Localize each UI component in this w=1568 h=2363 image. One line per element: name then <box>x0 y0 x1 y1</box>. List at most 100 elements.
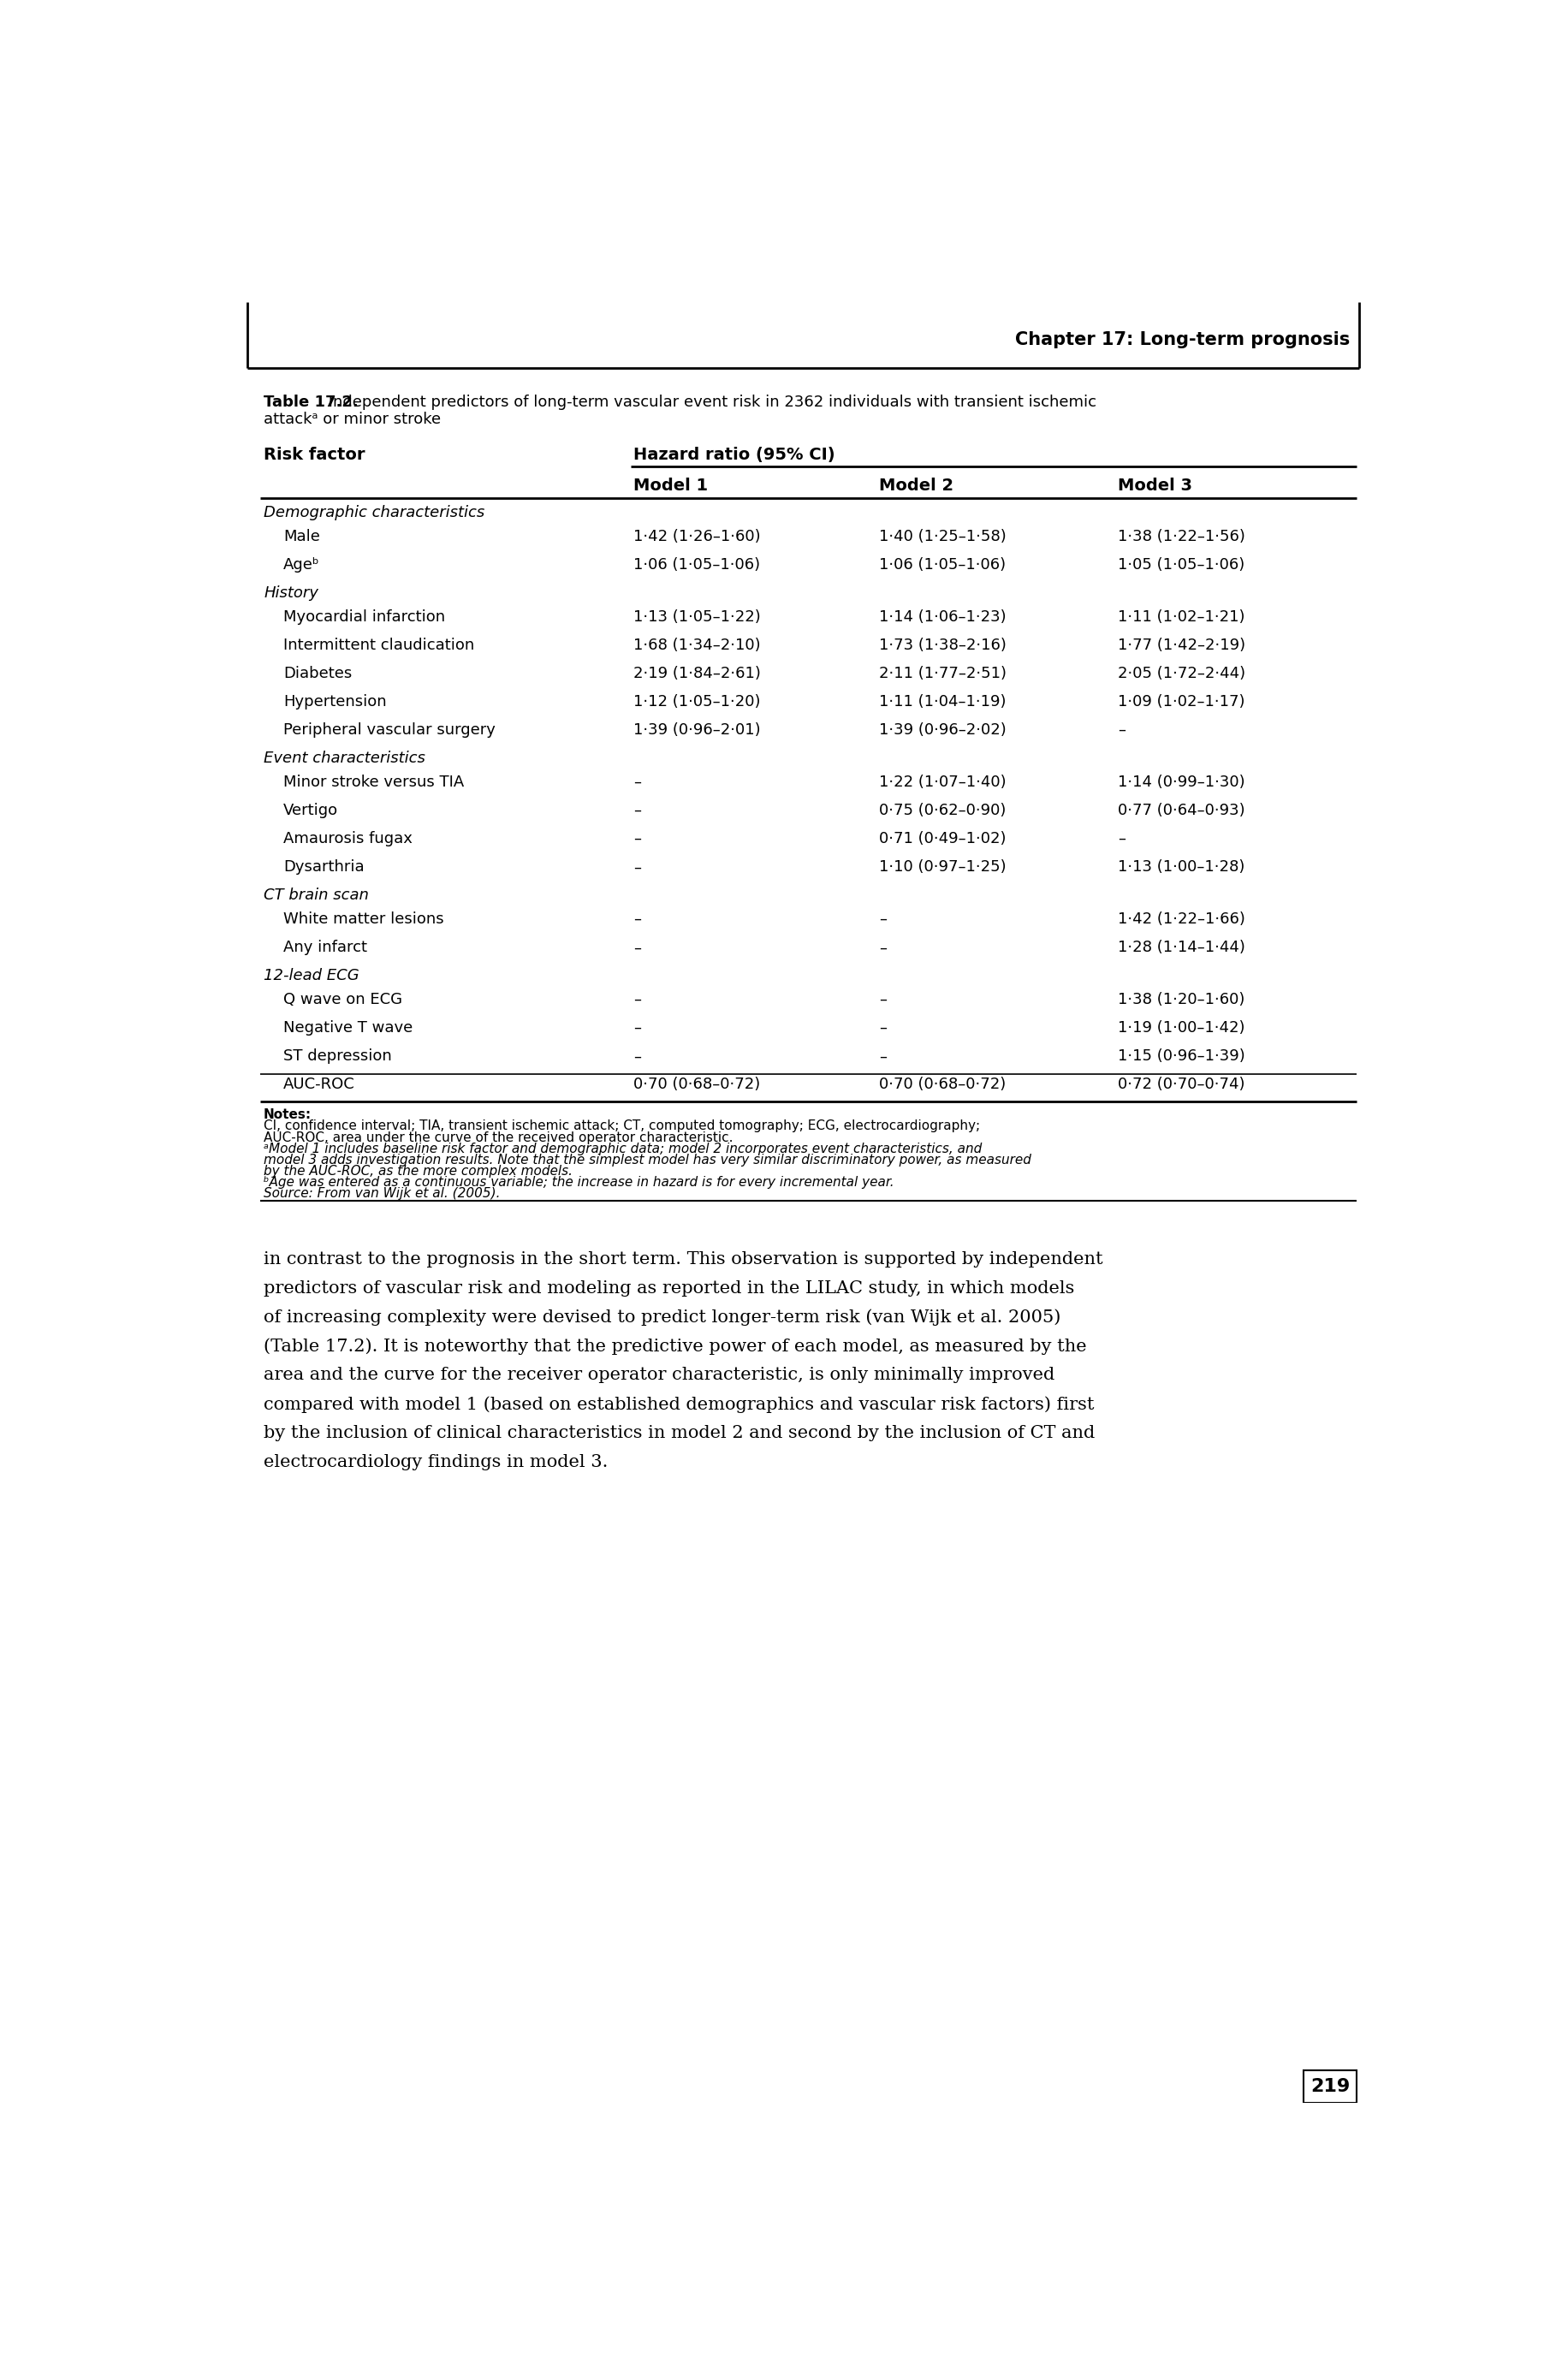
Text: attackᵃ or minor stroke: attackᵃ or minor stroke <box>263 411 441 428</box>
Text: Male: Male <box>284 529 320 543</box>
Text: –: – <box>633 803 641 818</box>
Text: area and the curve for the receiver operator characteristic, is only minimally i: area and the curve for the receiver oper… <box>263 1366 1055 1382</box>
Text: Q wave on ECG: Q wave on ECG <box>284 992 403 1007</box>
Text: –: – <box>880 940 887 955</box>
Text: ST depression: ST depression <box>284 1049 392 1063</box>
Text: –: – <box>880 912 887 926</box>
Text: –: – <box>880 1021 887 1035</box>
Text: CT brain scan: CT brain scan <box>263 888 368 903</box>
Text: Event characteristics: Event characteristics <box>263 751 425 766</box>
Bar <box>1303 2070 1356 2103</box>
Text: 1·15 (0·96–1·39): 1·15 (0·96–1·39) <box>1118 1049 1245 1063</box>
Text: 1·68 (1·34–2·10): 1·68 (1·34–2·10) <box>633 638 760 652</box>
Text: AUC-ROC, area under the curve of the received operator characteristic.: AUC-ROC, area under the curve of the rec… <box>263 1132 734 1144</box>
Text: 0·77 (0·64–0·93): 0·77 (0·64–0·93) <box>1118 803 1245 818</box>
Text: ᵇAge was entered as a continuous variable; the increase in hazard is for every i: ᵇAge was entered as a continuous variabl… <box>263 1177 894 1189</box>
Text: Source: From van Wijk et al. (2005).: Source: From van Wijk et al. (2005). <box>263 1186 500 1200</box>
Text: Model 3: Model 3 <box>1118 477 1193 494</box>
Text: White matter lesions: White matter lesions <box>284 912 444 926</box>
Text: 1·38 (1·20–1·60): 1·38 (1·20–1·60) <box>1118 992 1245 1007</box>
Text: Intermittent claudication: Intermittent claudication <box>284 638 475 652</box>
Text: Myocardial infarction: Myocardial infarction <box>284 610 445 624</box>
Text: –: – <box>633 775 641 789</box>
Text: AUC-ROC: AUC-ROC <box>284 1078 356 1092</box>
Text: 1·19 (1·00–1·42): 1·19 (1·00–1·42) <box>1118 1021 1245 1035</box>
Text: –: – <box>633 1021 641 1035</box>
Text: Any infarct: Any infarct <box>284 940 367 955</box>
Text: Ageᵇ: Ageᵇ <box>284 558 320 572</box>
Text: –: – <box>633 860 641 874</box>
Text: 0·70 (0·68–0·72): 0·70 (0·68–0·72) <box>633 1078 760 1092</box>
Text: 1·14 (1·06–1·23): 1·14 (1·06–1·23) <box>880 610 1007 624</box>
Text: 1·28 (1·14–1·44): 1·28 (1·14–1·44) <box>1118 940 1245 955</box>
Text: Model 2: Model 2 <box>880 477 953 494</box>
Text: 0·71 (0·49–1·02): 0·71 (0·49–1·02) <box>880 832 1007 846</box>
Text: Vertigo: Vertigo <box>284 803 339 818</box>
Text: Hypertension: Hypertension <box>284 695 387 709</box>
Text: –: – <box>633 992 641 1007</box>
Text: by the AUC-ROC, as the more complex models.: by the AUC-ROC, as the more complex mode… <box>263 1165 572 1177</box>
Text: 1·13 (1·00–1·28): 1·13 (1·00–1·28) <box>1118 860 1245 874</box>
Text: –: – <box>633 912 641 926</box>
Text: Independent predictors of long-term vascular event risk in 2362 individuals with: Independent predictors of long-term vasc… <box>323 395 1096 409</box>
Text: 2·19 (1·84–2·61): 2·19 (1·84–2·61) <box>633 666 760 681</box>
Text: 1·06 (1·05–1·06): 1·06 (1·05–1·06) <box>880 558 1007 572</box>
Text: Minor stroke versus TIA: Minor stroke versus TIA <box>284 775 464 789</box>
Text: CI, confidence interval; TIA, transient ischemic attack; CT, computed tomography: CI, confidence interval; TIA, transient … <box>263 1120 980 1132</box>
Text: 2·11 (1·77–2·51): 2·11 (1·77–2·51) <box>880 666 1007 681</box>
Text: Dysarthria: Dysarthria <box>284 860 364 874</box>
Text: –: – <box>633 832 641 846</box>
Text: 1·11 (1·04–1·19): 1·11 (1·04–1·19) <box>880 695 1007 709</box>
Text: Demographic characteristics: Demographic characteristics <box>263 506 485 520</box>
Text: Model 1: Model 1 <box>633 477 709 494</box>
Text: Notes:: Notes: <box>263 1108 312 1120</box>
Text: 1·22 (1·07–1·40): 1·22 (1·07–1·40) <box>880 775 1007 789</box>
Text: 1·12 (1·05–1·20): 1·12 (1·05–1·20) <box>633 695 760 709</box>
Text: 1·09 (1·02–1·17): 1·09 (1·02–1·17) <box>1118 695 1245 709</box>
Text: –: – <box>1118 723 1126 737</box>
Text: History: History <box>263 586 318 600</box>
Text: predictors of vascular risk and modeling as reported in the LILAC study, in whic: predictors of vascular risk and modeling… <box>263 1281 1074 1297</box>
Text: –: – <box>880 992 887 1007</box>
Text: –: – <box>633 940 641 955</box>
Text: Hazard ratio (95% CI): Hazard ratio (95% CI) <box>633 447 836 463</box>
Text: model 3 adds investigation results. Note that the simplest model has very simila: model 3 adds investigation results. Note… <box>263 1153 1032 1167</box>
Text: ᵃModel 1 includes baseline risk factor and demographic data; model 2 incorporate: ᵃModel 1 includes baseline risk factor a… <box>263 1141 982 1156</box>
Text: compared with model 1 (based on established demographics and vascular risk facto: compared with model 1 (based on establis… <box>263 1397 1094 1413</box>
Text: in contrast to the prognosis in the short term. This observation is supported by: in contrast to the prognosis in the shor… <box>263 1250 1102 1267</box>
Text: 1·42 (1·22–1·66): 1·42 (1·22–1·66) <box>1118 912 1245 926</box>
Text: 2·05 (1·72–2·44): 2·05 (1·72–2·44) <box>1118 666 1245 681</box>
Text: Amaurosis fugax: Amaurosis fugax <box>284 832 412 846</box>
Text: 1·40 (1·25–1·58): 1·40 (1·25–1·58) <box>880 529 1007 543</box>
Text: 1·38 (1·22–1·56): 1·38 (1·22–1·56) <box>1118 529 1245 543</box>
Text: (Table 17.2). It is noteworthy that the predictive power of each model, as measu: (Table 17.2). It is noteworthy that the … <box>263 1337 1087 1354</box>
Text: –: – <box>1118 832 1126 846</box>
Text: –: – <box>880 1049 887 1063</box>
Text: Peripheral vascular surgery: Peripheral vascular surgery <box>284 723 495 737</box>
Text: 12-lead ECG: 12-lead ECG <box>263 969 359 983</box>
Text: 1·06 (1·05–1·06): 1·06 (1·05–1·06) <box>633 558 760 572</box>
Text: 1·42 (1·26–1·60): 1·42 (1·26–1·60) <box>633 529 760 543</box>
Text: 0·75 (0·62–0·90): 0·75 (0·62–0·90) <box>880 803 1007 818</box>
Text: 1·14 (0·99–1·30): 1·14 (0·99–1·30) <box>1118 775 1245 789</box>
Text: 1·39 (0·96–2·02): 1·39 (0·96–2·02) <box>880 723 1007 737</box>
Text: Diabetes: Diabetes <box>284 666 353 681</box>
Text: Table 17.2.: Table 17.2. <box>263 395 359 409</box>
Text: Chapter 17: Long-term prognosis: Chapter 17: Long-term prognosis <box>1016 331 1350 347</box>
Text: 1·77 (1·42–2·19): 1·77 (1·42–2·19) <box>1118 638 1245 652</box>
Text: 1·39 (0·96–2·01): 1·39 (0·96–2·01) <box>633 723 760 737</box>
Text: 1·05 (1·05–1·06): 1·05 (1·05–1·06) <box>1118 558 1245 572</box>
Text: electrocardiology findings in model 3.: electrocardiology findings in model 3. <box>263 1453 608 1470</box>
Text: 0·70 (0·68–0·72): 0·70 (0·68–0·72) <box>880 1078 1007 1092</box>
Text: 1·11 (1·02–1·21): 1·11 (1·02–1·21) <box>1118 610 1245 624</box>
Text: of increasing complexity were devised to predict longer-term risk (van Wijk et a: of increasing complexity were devised to… <box>263 1309 1062 1326</box>
Text: 1·13 (1·05–1·22): 1·13 (1·05–1·22) <box>633 610 760 624</box>
Text: Risk factor: Risk factor <box>263 447 365 463</box>
Text: 1·10 (0·97–1·25): 1·10 (0·97–1·25) <box>880 860 1007 874</box>
Text: 219: 219 <box>1311 2077 1350 2096</box>
Text: 1·73 (1·38–2·16): 1·73 (1·38–2·16) <box>880 638 1007 652</box>
Text: Negative T wave: Negative T wave <box>284 1021 412 1035</box>
Text: –: – <box>633 1049 641 1063</box>
Text: 0·72 (0·70–0·74): 0·72 (0·70–0·74) <box>1118 1078 1245 1092</box>
Text: by the inclusion of clinical characteristics in model 2 and second by the inclus: by the inclusion of clinical characteris… <box>263 1425 1094 1441</box>
